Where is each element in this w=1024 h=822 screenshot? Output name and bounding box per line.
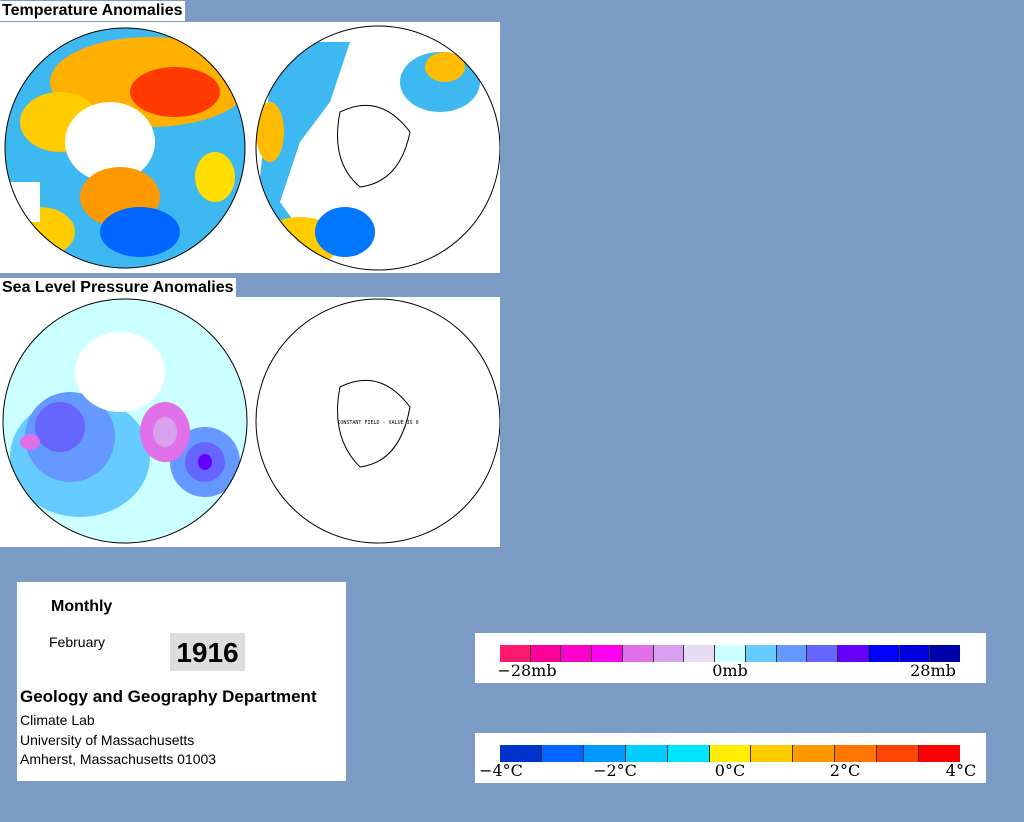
color-swatch bbox=[666, 745, 709, 762]
color-swatch bbox=[775, 645, 807, 662]
color-swatch bbox=[714, 645, 745, 662]
color-swatch bbox=[500, 745, 541, 762]
map-title: Temperature Anomalies bbox=[0, 1, 185, 21]
color-swatch bbox=[837, 645, 868, 662]
color-swatch bbox=[683, 645, 715, 662]
legend-label: −2°C bbox=[593, 761, 637, 780]
address: Amherst, Massachusetts 01003 bbox=[20, 751, 217, 767]
color-swatch bbox=[876, 745, 919, 762]
color-swatch bbox=[708, 745, 751, 762]
legend-label: −28mb bbox=[497, 661, 557, 680]
legend-label: 28mb bbox=[910, 661, 956, 680]
month: February bbox=[49, 634, 106, 650]
legend-label: 0°C bbox=[714, 761, 746, 780]
temperature-panel bbox=[0, 22, 501, 273]
color-swatch bbox=[652, 645, 684, 662]
legend-label: 4°C bbox=[945, 761, 977, 780]
color-swatch bbox=[560, 645, 592, 662]
color-swatch bbox=[834, 745, 877, 762]
color-swatch bbox=[918, 745, 960, 762]
legend-label: 2°C bbox=[829, 761, 861, 780]
map-title: Sea Level Pressure Anomalies bbox=[0, 278, 236, 298]
year: 1916 bbox=[170, 633, 245, 671]
pressure-maps: CONSTANT FIELD - VALUE IS 0 bbox=[2, 298, 501, 544]
university: University of Massachusetts bbox=[20, 732, 195, 748]
department: Geology and Geography Department bbox=[20, 687, 317, 706]
color-swatch bbox=[582, 745, 625, 762]
color-swatch bbox=[744, 645, 776, 662]
color-swatch bbox=[750, 745, 793, 762]
legend-label: −4°C bbox=[479, 761, 523, 780]
pressure-panel: CONSTANT FIELD - VALUE IS 0 bbox=[0, 297, 501, 547]
color-swatch bbox=[529, 645, 561, 662]
color-swatch bbox=[929, 645, 961, 662]
color-swatch bbox=[806, 645, 838, 662]
info-box: Monthly February 1916 Geology and Geogra… bbox=[17, 582, 346, 781]
color-bar bbox=[500, 645, 961, 662]
period: Monthly bbox=[51, 598, 113, 615]
color-swatch bbox=[792, 745, 835, 762]
lab: Climate Lab bbox=[20, 712, 95, 728]
legend-label: 0mb bbox=[712, 661, 748, 680]
color-swatch bbox=[624, 745, 667, 762]
map-note: CONSTANT FIELD - VALUE IS 0 bbox=[337, 420, 418, 426]
color-swatch bbox=[898, 645, 930, 662]
color-swatch bbox=[500, 645, 530, 662]
temperature-legend: −4°C −2°C 0°C 2°C 4°C bbox=[475, 733, 986, 783]
color-bar bbox=[500, 745, 960, 762]
color-swatch bbox=[621, 645, 653, 662]
color-swatch bbox=[540, 745, 583, 762]
color-swatch bbox=[867, 645, 899, 662]
color-swatch bbox=[591, 645, 622, 662]
pressure-legend: −28mb 0mb 28mb bbox=[475, 633, 986, 683]
temperature-maps bbox=[4, 25, 501, 271]
